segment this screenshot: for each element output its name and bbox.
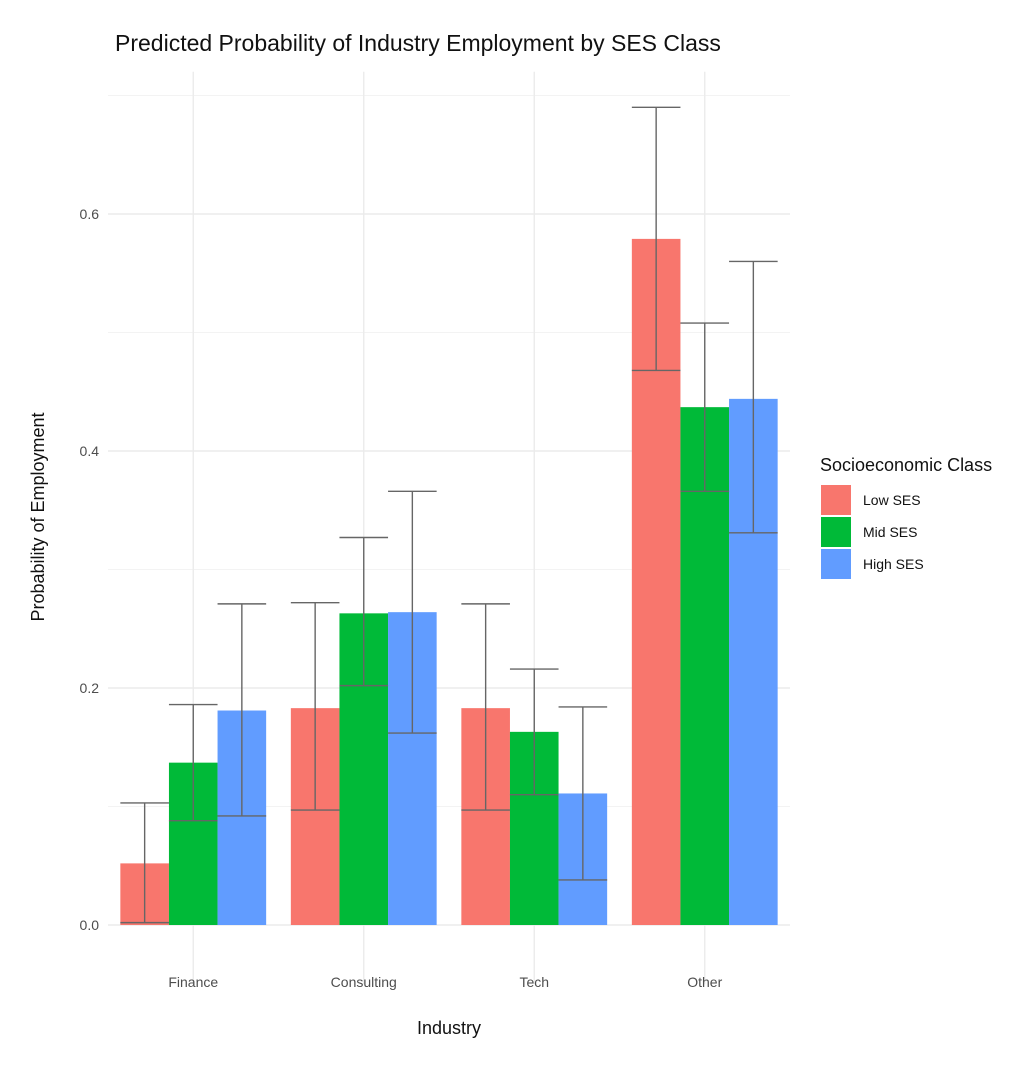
legend: Socioeconomic Class Low SES Mid SES High S… bbox=[820, 455, 992, 579]
legend-swatch bbox=[821, 485, 851, 515]
x-tick-label: Finance bbox=[168, 974, 218, 990]
x-axis-title: Industry bbox=[417, 1018, 481, 1038]
y-tick-label: 0.0 bbox=[80, 917, 100, 933]
legend-swatch bbox=[821, 549, 851, 579]
chart-title: Predicted Probability of Industry Employ… bbox=[115, 30, 721, 56]
bar bbox=[680, 407, 730, 925]
y-tick-label: 0.2 bbox=[80, 680, 100, 696]
y-tick-label: 0.6 bbox=[80, 206, 100, 222]
legend-label: Mid SES bbox=[863, 524, 917, 540]
legend-label: High SES bbox=[863, 556, 924, 572]
axes: 0.0 0.2 0.4 0.6 Finance Consulting Tech Other bbox=[80, 206, 723, 990]
bars bbox=[120, 238, 778, 925]
y-axis-title: Probability of Employment bbox=[28, 412, 48, 621]
legend-title: Socioeconomic Class bbox=[820, 455, 992, 475]
y-tick-label: 0.4 bbox=[80, 443, 100, 459]
x-tick-label: Other bbox=[687, 974, 722, 990]
x-tick-label: Consulting bbox=[331, 974, 397, 990]
legend-label: Low SES bbox=[863, 492, 921, 508]
error-bars bbox=[120, 106, 778, 924]
x-tick-label: Tech bbox=[519, 974, 549, 990]
legend-items: Low SES Mid SES High SES bbox=[821, 485, 924, 579]
legend-swatch bbox=[821, 517, 851, 547]
